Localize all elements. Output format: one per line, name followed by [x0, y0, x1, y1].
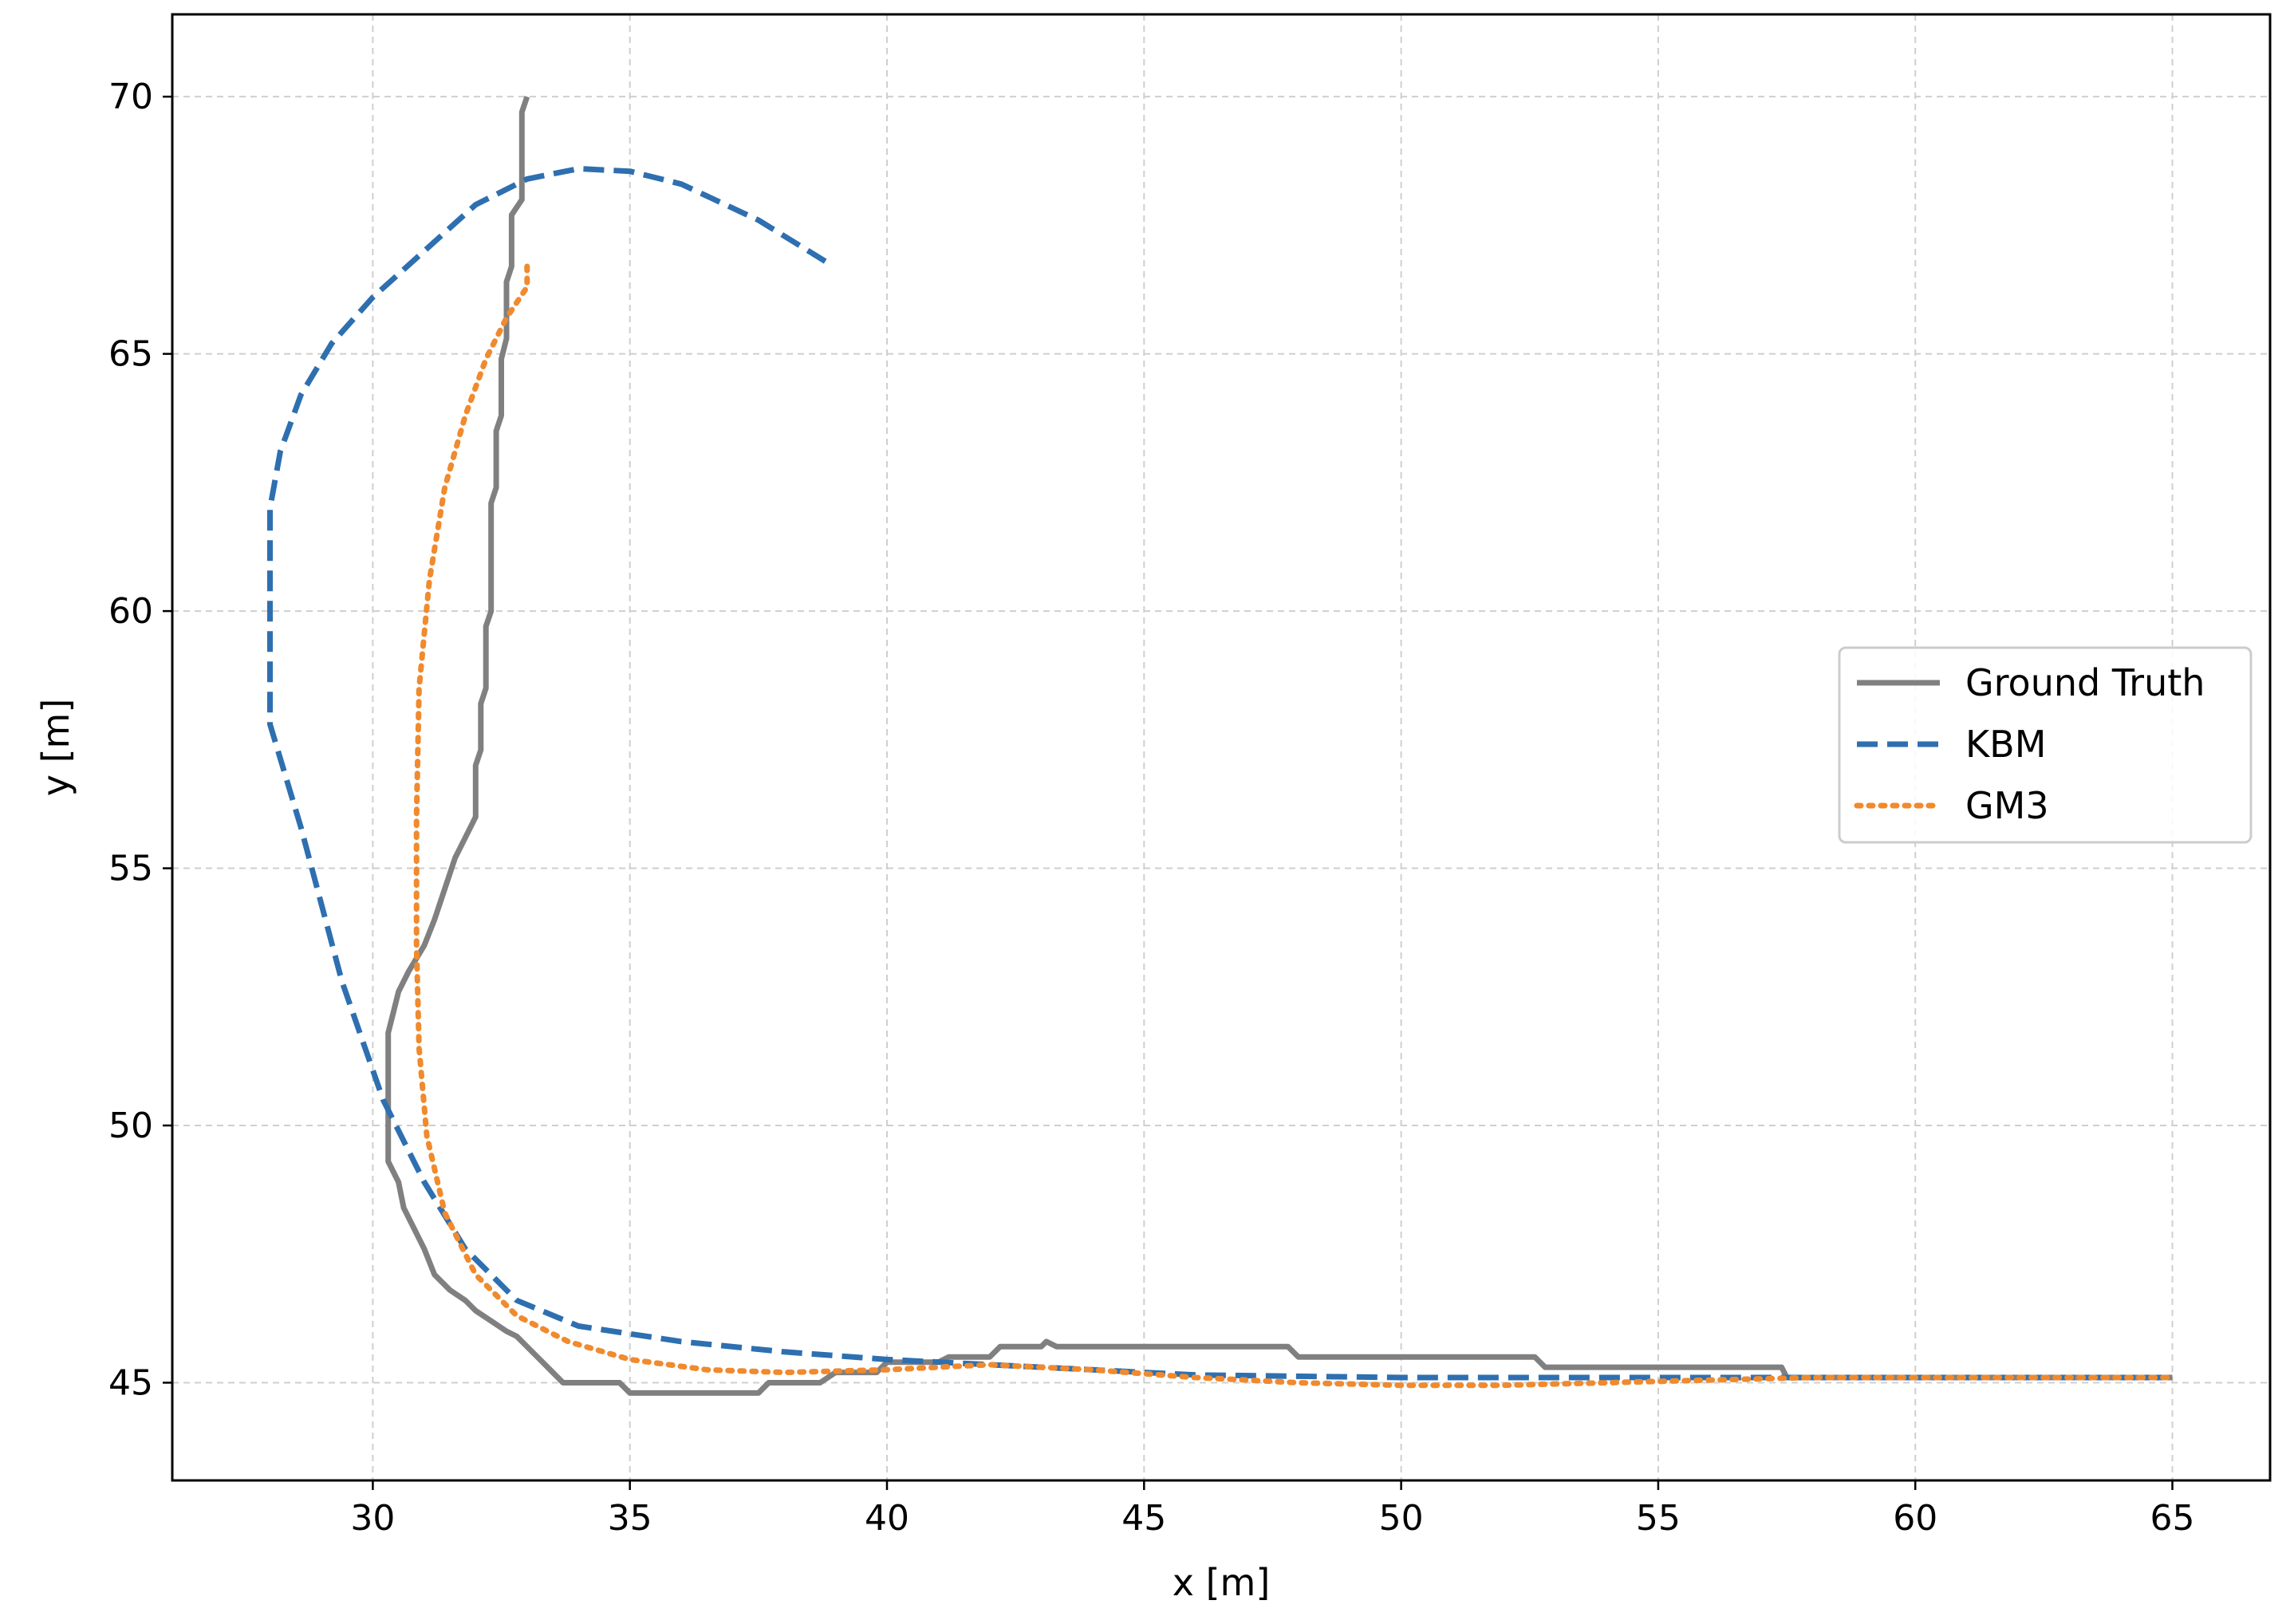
- grid: [172, 14, 2270, 1480]
- legend: Ground Truth KBM GM3: [1838, 646, 2253, 844]
- legend-box: [1838, 646, 2253, 844]
- y-tick-label: 65: [108, 334, 153, 375]
- plot-series: [267, 96, 2175, 1396]
- legend-label: GM3: [1965, 784, 2049, 827]
- x-tick-label: 30: [350, 1498, 395, 1539]
- legend-label: KBM: [1965, 723, 2046, 766]
- x-tick-label: 40: [865, 1498, 909, 1539]
- y-tick-label: 60: [108, 591, 153, 632]
- y-tick-label: 55: [108, 849, 153, 889]
- series-line-ground-truth: [385, 96, 2173, 1396]
- y-tick-label: 50: [108, 1106, 153, 1146]
- series-line-gm3: [413, 263, 2175, 1389]
- x-tick-label: 65: [2150, 1498, 2195, 1539]
- x-tick-label: 60: [1893, 1498, 1937, 1539]
- y-axis-label: y [m]: [34, 699, 77, 797]
- x-tick-label: 45: [1121, 1498, 1166, 1539]
- x-tick-label: 50: [1379, 1498, 1424, 1539]
- y-tick-label: 70: [108, 77, 153, 117]
- x-tick-label: 35: [608, 1498, 652, 1539]
- y-tick-label: 45: [108, 1362, 153, 1403]
- x-axis-label: x [m]: [1173, 1561, 1271, 1604]
- legend-label: Ground Truth: [1965, 661, 2205, 704]
- plot-frame: [171, 13, 2272, 1482]
- axis-ticks: 30 35 40 45 50 55 60 65 45 50 55 60 65 70: [108, 77, 2195, 1539]
- x-tick-label: 55: [1636, 1498, 1681, 1539]
